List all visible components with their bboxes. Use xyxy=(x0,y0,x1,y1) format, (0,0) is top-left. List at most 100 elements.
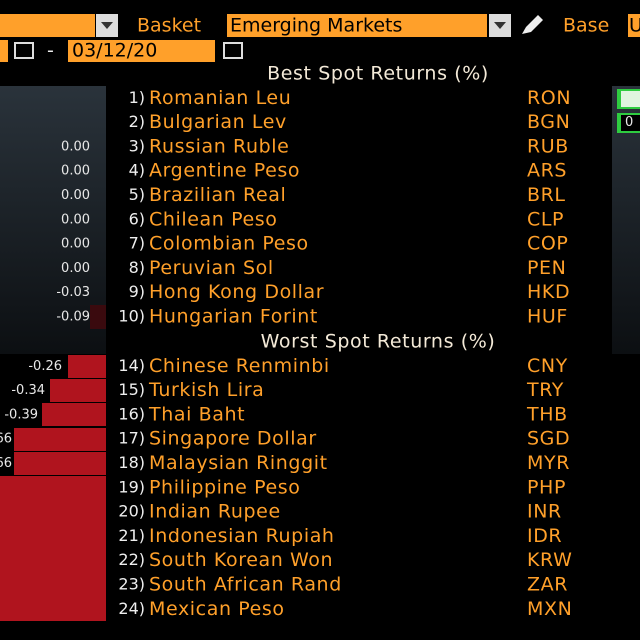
currency-name: South Korean Won xyxy=(149,549,333,571)
currency-name: Colombian Peso xyxy=(149,233,309,255)
currency-code: HKD xyxy=(527,281,570,303)
currency-name: Philippine Peso xyxy=(149,476,301,498)
currency-code: SGD xyxy=(527,428,570,450)
bar xyxy=(42,403,106,426)
currency-name: Singapore Dollar xyxy=(149,428,317,450)
currency-name: Chinese Renminbi xyxy=(149,355,330,377)
currency-name: Malaysian Ringgit xyxy=(149,452,328,474)
currency-code: RUB xyxy=(527,135,569,157)
currency-code: PHP xyxy=(527,476,566,498)
start-date[interactable] xyxy=(0,40,8,62)
rank: 19) xyxy=(118,477,145,496)
base-value: U xyxy=(629,15,640,37)
currency-name: Hungarian Forint xyxy=(149,306,318,328)
currency-name: Russian Ruble xyxy=(149,135,289,157)
rank: 16) xyxy=(118,404,145,423)
currency-code: MYR xyxy=(527,452,570,474)
rank: 18) xyxy=(118,453,145,472)
currency-name: Hong Kong Dollar xyxy=(149,281,324,303)
return-value: 0.00 xyxy=(61,164,90,179)
green-cell xyxy=(621,91,640,107)
return-value: -0.26 xyxy=(28,359,62,374)
dropdown[interactable] xyxy=(0,14,95,37)
currency-name: Mexican Peso xyxy=(149,598,285,620)
rank: 14) xyxy=(118,356,145,375)
rank: 2) xyxy=(129,112,145,131)
rank: 22) xyxy=(118,550,145,569)
currency-code: CNY xyxy=(527,355,568,377)
return-value: 0 xyxy=(625,115,633,130)
bar xyxy=(0,476,106,621)
currency-code: MXN xyxy=(527,598,572,620)
currency-name: South African Rand xyxy=(149,574,342,596)
currency-code: COP xyxy=(527,233,568,255)
return-value: -0.34 xyxy=(11,383,45,398)
rank: 4) xyxy=(129,161,145,180)
currency-name: Chilean Peso xyxy=(149,208,277,230)
currency-name: Indian Rupee xyxy=(149,501,281,523)
return-value: 0.00 xyxy=(61,212,90,227)
section-title: Worst Spot Returns (%) xyxy=(261,331,496,353)
currency-name: Romanian Leu xyxy=(149,87,291,109)
currency-code: IDR xyxy=(527,525,562,547)
end-date[interactable] xyxy=(68,40,215,62)
return-value: 0.00 xyxy=(61,237,90,252)
rank: 5) xyxy=(129,185,145,204)
currency-code: RON xyxy=(527,87,571,109)
currency-name: Thai Baht xyxy=(148,403,245,425)
rank: 6) xyxy=(129,209,145,228)
arrow-icon xyxy=(494,22,506,29)
currency-code: CLP xyxy=(527,208,564,230)
basket-dropdown[interactable] xyxy=(227,14,487,37)
rank: 23) xyxy=(118,575,145,594)
edit-icon[interactable] xyxy=(522,15,543,34)
base-label: Base xyxy=(563,15,609,37)
currency-code: INR xyxy=(527,501,562,523)
calendar-icon[interactable] xyxy=(223,42,243,59)
return-value: -0.09 xyxy=(56,310,90,325)
rank: 8) xyxy=(129,258,145,277)
return-value: 66 xyxy=(0,456,12,471)
rank: 3) xyxy=(129,136,145,155)
calendar-icon[interactable] xyxy=(14,42,34,59)
currency-code: ARS xyxy=(527,160,567,182)
rank: 7) xyxy=(129,234,145,253)
currency-code: TRY xyxy=(526,379,564,401)
return-value: -0.39 xyxy=(4,407,38,422)
currency-code: HUF xyxy=(527,306,568,328)
currency-name: Bulgarian Lev xyxy=(149,111,287,133)
bar xyxy=(14,428,106,451)
basket-label: Basket xyxy=(137,15,201,37)
return-value: -0.03 xyxy=(56,285,90,300)
left-panel xyxy=(0,86,106,354)
rank: 17) xyxy=(118,429,145,448)
currency-code: BRL xyxy=(527,184,566,206)
currency-code: ZAR xyxy=(527,574,568,596)
return-value: 0.00 xyxy=(61,188,90,203)
section-title: Best Spot Returns (%) xyxy=(267,63,489,85)
base-dropdown[interactable] xyxy=(628,14,640,37)
currency-name: Turkish Lira xyxy=(148,379,264,401)
rank: 9) xyxy=(129,282,145,301)
currency-name: Brazilian Real xyxy=(149,184,286,206)
basket-value: Emerging Markets xyxy=(230,15,402,37)
rank: 21) xyxy=(118,526,145,545)
rank: 15) xyxy=(118,380,145,399)
date-separator: - xyxy=(47,40,54,62)
rank: 20) xyxy=(118,502,145,521)
rank: 10) xyxy=(118,307,145,326)
value-cell xyxy=(621,115,640,131)
currency-code: KRW xyxy=(527,549,572,571)
return-value: 66 xyxy=(0,432,12,447)
arrow-icon xyxy=(101,22,113,29)
bar xyxy=(14,452,106,475)
bar xyxy=(50,379,106,402)
currency-name: Indonesian Rupiah xyxy=(149,525,335,547)
rank: 24) xyxy=(118,599,145,618)
currency-code: THB xyxy=(526,403,568,425)
return-value: 0.00 xyxy=(61,139,90,154)
return-value: 0.00 xyxy=(61,261,90,276)
rank: 1) xyxy=(129,88,145,107)
